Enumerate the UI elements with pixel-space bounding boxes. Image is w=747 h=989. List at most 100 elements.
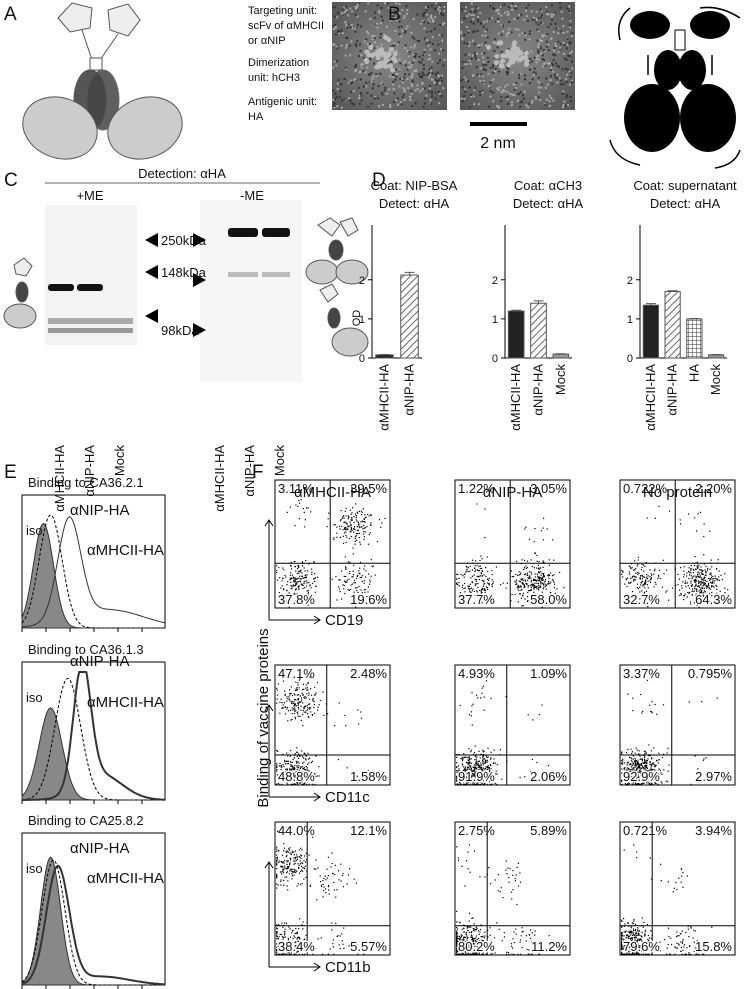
dot — [292, 768, 294, 770]
dot — [634, 579, 636, 581]
em-speckle — [413, 59, 416, 62]
dot — [634, 775, 636, 777]
dot — [280, 764, 283, 766]
dot — [480, 780, 482, 782]
em-speckle — [334, 92, 337, 95]
dot — [350, 535, 352, 538]
dot — [641, 917, 643, 919]
dot — [676, 931, 678, 933]
dot — [651, 764, 653, 766]
em-speckle — [390, 60, 393, 63]
dot — [316, 899, 318, 901]
dot — [622, 576, 624, 578]
em-speckle — [477, 6, 480, 9]
dot — [474, 759, 476, 761]
dot — [343, 521, 345, 524]
dot — [525, 526, 527, 528]
dot — [652, 776, 654, 778]
em-speckle — [507, 68, 510, 71]
em-particle — [523, 50, 529, 56]
dot — [478, 570, 480, 572]
em-speckle — [355, 68, 358, 71]
dot — [466, 566, 468, 568]
dot — [520, 579, 522, 581]
dot — [632, 948, 634, 950]
lane-label: αMHCII-HA — [212, 445, 227, 512]
dot — [643, 758, 646, 760]
dot — [306, 769, 308, 771]
em-speckle — [355, 27, 358, 30]
em-speckle — [518, 76, 521, 79]
em-speckle — [379, 22, 382, 25]
dot — [281, 580, 283, 582]
dot — [299, 860, 301, 862]
dot — [638, 765, 640, 767]
dot — [539, 576, 541, 578]
dot — [534, 585, 536, 587]
dot — [327, 713, 329, 715]
em-speckle — [336, 11, 339, 14]
dot — [636, 774, 638, 777]
dot — [283, 884, 285, 886]
em-speckle — [437, 79, 440, 82]
dot — [476, 762, 478, 764]
em-speckle — [426, 39, 429, 42]
em-speckle — [534, 96, 537, 99]
dot — [282, 869, 284, 871]
em-speckle — [519, 91, 522, 94]
dot — [292, 766, 294, 768]
dot — [622, 758, 624, 760]
dot — [689, 591, 691, 594]
dot — [304, 595, 306, 598]
dot — [644, 762, 646, 764]
dot — [699, 589, 701, 591]
dot — [336, 532, 338, 534]
dot — [675, 947, 677, 949]
dot — [637, 952, 639, 954]
dot — [296, 931, 298, 933]
em-speckle — [494, 41, 497, 44]
em-speckle — [358, 94, 361, 97]
dot — [621, 932, 623, 934]
dot — [486, 760, 488, 762]
dot — [627, 934, 629, 936]
dot — [534, 552, 536, 555]
dot — [287, 755, 289, 757]
x-tick-label: Mock — [553, 364, 568, 396]
dot — [280, 947, 283, 949]
dot — [628, 782, 630, 784]
dot — [299, 863, 302, 865]
dot — [642, 584, 644, 586]
dot — [657, 578, 659, 580]
em-speckle — [473, 95, 476, 98]
dot — [515, 573, 517, 575]
dot — [296, 766, 298, 768]
dot — [458, 771, 460, 773]
dot — [484, 777, 486, 779]
dot — [511, 945, 513, 947]
dot — [650, 578, 652, 580]
dot — [711, 586, 713, 588]
dot — [295, 589, 297, 591]
dot — [484, 508, 486, 510]
dot — [286, 855, 288, 857]
quadrant-percent: 48.8% — [278, 769, 315, 784]
dot — [297, 698, 299, 700]
dot — [293, 701, 295, 703]
dot — [631, 941, 633, 943]
dot — [477, 776, 479, 778]
quadrant-percent: 2.48% — [350, 666, 387, 681]
dot — [296, 854, 298, 856]
em-speckle — [401, 29, 404, 32]
dot — [515, 928, 517, 930]
em-speckle — [489, 66, 492, 69]
em-speckle — [532, 16, 535, 19]
dot — [472, 947, 474, 949]
dot — [499, 891, 501, 893]
dot — [537, 577, 539, 579]
dot — [627, 761, 629, 763]
dot — [658, 759, 660, 761]
em-speckle — [435, 83, 438, 86]
dot — [700, 579, 702, 581]
em-speckle — [528, 38, 531, 41]
